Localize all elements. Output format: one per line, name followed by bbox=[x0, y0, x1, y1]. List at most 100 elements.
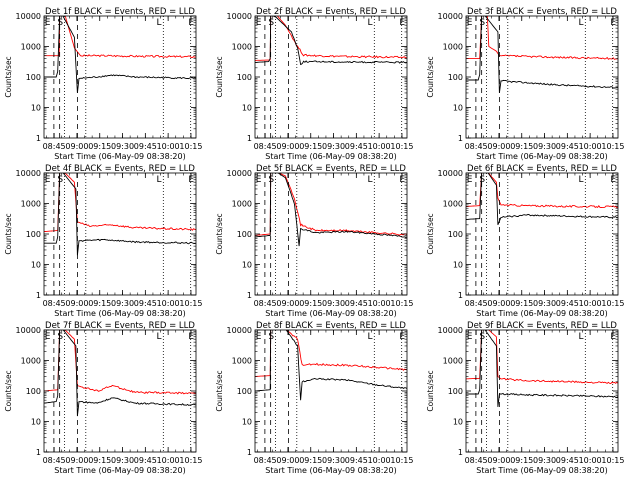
marker-label: E bbox=[256, 332, 262, 342]
events-series-line bbox=[44, 173, 196, 256]
marker-label: S bbox=[268, 18, 274, 28]
x-tick-label: 10:15 bbox=[390, 142, 413, 151]
x-tick-label: 09:45 bbox=[556, 142, 579, 151]
marker-label: E bbox=[188, 332, 194, 342]
x-tick-label: 09:45 bbox=[556, 456, 579, 465]
x-tick-label: 09:30 bbox=[111, 456, 134, 465]
x-tick-label: 09:45 bbox=[345, 299, 368, 308]
plot-frame bbox=[465, 329, 619, 453]
x-tick-label: 09:30 bbox=[533, 142, 556, 151]
x-tick-label: 10:15 bbox=[390, 299, 413, 308]
marker-label: E bbox=[45, 18, 51, 28]
x-tick-label: 08:45 bbox=[465, 456, 488, 465]
x-tick-label: 10:00 bbox=[368, 142, 391, 151]
y-tick-label: 10000 bbox=[438, 12, 463, 21]
marker-label: E bbox=[399, 332, 405, 342]
marker-label: L bbox=[578, 332, 583, 342]
x-tick-label: 09:30 bbox=[533, 456, 556, 465]
plot-title: Det 8f BLACK = Events, RED = LLD bbox=[256, 321, 406, 331]
y-tick-label: 100 bbox=[26, 230, 41, 239]
plot-title: Det 4f BLACK = Events, RED = LLD bbox=[45, 164, 195, 174]
y-tick-label: 1 bbox=[458, 448, 463, 457]
y-tick-label: 10 bbox=[242, 261, 252, 270]
x-tick-label: 09:00 bbox=[487, 142, 510, 151]
x-tick-label: 09:00 bbox=[487, 456, 510, 465]
x-tick-label: 10:15 bbox=[601, 299, 624, 308]
marker-label: E bbox=[45, 175, 51, 185]
lld-series-line bbox=[44, 173, 196, 233]
x-tick-label: 10:00 bbox=[579, 299, 602, 308]
y-tick-label: 10000 bbox=[227, 12, 252, 21]
x-tick-label: 10:00 bbox=[157, 456, 180, 465]
plot-frame bbox=[254, 329, 408, 453]
x-tick-label: 09:45 bbox=[134, 299, 157, 308]
x-tick-label: 09:45 bbox=[345, 142, 368, 151]
marker-label: S bbox=[57, 18, 63, 28]
plot-title: Det 3f BLACK = Events, RED = LLD bbox=[467, 7, 617, 17]
x-tick-label: 09:15 bbox=[88, 299, 111, 308]
y-tick-label: 1 bbox=[458, 291, 463, 300]
x-tick-label: 09:00 bbox=[276, 142, 299, 151]
marker-label: S bbox=[479, 332, 485, 342]
marker-label: E bbox=[610, 332, 616, 342]
y-tick-label: 1 bbox=[247, 291, 252, 300]
x-tick-label: 09:15 bbox=[88, 142, 111, 151]
marker-label: L bbox=[367, 18, 372, 28]
y-tick-label: 1 bbox=[247, 448, 252, 457]
x-tick-label: 09:00 bbox=[65, 299, 88, 308]
y-tick-label: 10000 bbox=[438, 169, 463, 178]
y-tick-label: 1000 bbox=[232, 357, 252, 366]
plot-title: Det 7f BLACK = Events, RED = LLD bbox=[45, 321, 195, 331]
x-axis-label: Start Time (06-May-09 08:38:20) bbox=[476, 466, 607, 475]
x-tick-label: 09:45 bbox=[134, 142, 157, 151]
marker-label: E bbox=[467, 332, 473, 342]
marker-label: E bbox=[467, 175, 473, 185]
marker-label: S bbox=[268, 175, 274, 185]
marker-label: S bbox=[268, 332, 274, 342]
x-tick-label: 10:15 bbox=[390, 456, 413, 465]
x-tick-label: 09:30 bbox=[322, 299, 345, 308]
plot-frame bbox=[43, 329, 197, 453]
x-tick-label: 09:15 bbox=[299, 299, 322, 308]
y-tick-label: 10000 bbox=[227, 169, 252, 178]
x-tick-label: 08:45 bbox=[254, 142, 277, 151]
y-tick-label: 100 bbox=[448, 73, 463, 82]
y-axis-label: Counts/sec bbox=[4, 56, 13, 97]
y-tick-label: 1000 bbox=[21, 200, 41, 209]
y-axis-label: Counts/sec bbox=[215, 213, 224, 254]
lld-series-line bbox=[255, 16, 407, 61]
x-axis-label: Start Time (06-May-09 08:38:20) bbox=[265, 466, 396, 475]
y-tick-label: 100 bbox=[448, 230, 463, 239]
x-tick-label: 09:15 bbox=[88, 456, 111, 465]
x-tick-label: 09:30 bbox=[322, 142, 345, 151]
events-series-line bbox=[44, 16, 196, 93]
x-tick-label: 09:15 bbox=[510, 299, 533, 308]
y-axis-label: Counts/sec bbox=[426, 370, 435, 411]
x-tick-label: 08:45 bbox=[43, 456, 66, 465]
y-tick-label: 100 bbox=[448, 387, 463, 396]
y-tick-label: 1000 bbox=[232, 200, 252, 209]
y-tick-label: 10000 bbox=[16, 169, 41, 178]
y-tick-label: 1000 bbox=[21, 43, 41, 52]
y-tick-label: 10 bbox=[453, 418, 463, 427]
marker-label: S bbox=[479, 18, 485, 28]
x-tick-label: 09:45 bbox=[134, 456, 157, 465]
x-tick-label: 10:00 bbox=[157, 142, 180, 151]
x-tick-label: 10:15 bbox=[601, 142, 624, 151]
x-tick-label: 09:45 bbox=[345, 456, 368, 465]
y-tick-label: 1000 bbox=[21, 357, 41, 366]
events-series-line bbox=[255, 330, 407, 401]
plot-title: Det 6f BLACK = Events, RED = LLD bbox=[467, 164, 617, 174]
y-tick-label: 10 bbox=[453, 261, 463, 270]
x-axis-label: Start Time (06-May-09 08:38:20) bbox=[54, 152, 185, 161]
y-tick-label: 1 bbox=[458, 134, 463, 143]
marker-label: L bbox=[367, 175, 372, 185]
events-series-line bbox=[44, 330, 196, 417]
x-tick-label: 09:30 bbox=[322, 456, 345, 465]
plot-title: Det 1f BLACK = Events, RED = LLD bbox=[45, 7, 195, 17]
x-axis-label: Start Time (06-May-09 08:38:20) bbox=[476, 152, 607, 161]
x-tick-label: 08:45 bbox=[43, 299, 66, 308]
x-tick-label: 09:15 bbox=[299, 142, 322, 151]
